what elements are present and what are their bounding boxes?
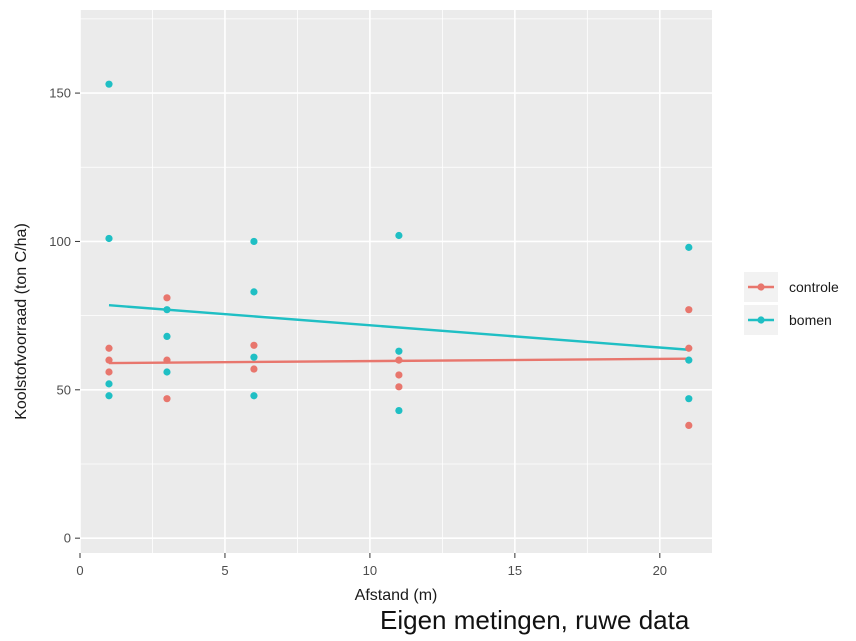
y-axis-ticks: 0 50 100 150 [49,86,80,546]
legend-label-bomen: bomen [789,312,832,328]
controle-point [105,368,113,376]
controle-point [395,371,403,379]
controle-point [685,344,693,352]
bomen-point [395,231,403,240]
x-axis-ticks: 0 5 10 15 20 [76,553,667,578]
bomen-point [395,347,403,355]
y-axis-title: Koolstofvoorraad (ton C/ha) [13,223,30,420]
x-tick-label: 5 [221,563,228,578]
plot-panel [80,10,712,553]
controle-point [250,341,258,349]
controle-point [105,356,113,364]
bomen-point [250,237,258,246]
controle-point [105,344,113,352]
y-tick-label: 0 [64,531,71,546]
x-tick-label: 15 [508,563,522,578]
bomen-point [105,234,113,243]
x-tick-label: 0 [76,563,83,578]
bomen-point [685,356,693,364]
figure-caption: Eigen metingen, ruwe data [380,605,690,635]
bomen-point [250,353,258,361]
bomen-point [685,243,693,251]
bomen-point [105,380,113,388]
bomen-point [250,392,258,400]
major-grid [79,10,712,553]
bomen-point [163,368,171,376]
legend: controle bomen [744,272,839,335]
bomen-point [250,288,258,296]
x-tick-label: 20 [653,563,667,578]
controle-point [163,395,171,403]
y-tick-label: 50 [57,382,71,397]
bomen-point [163,306,171,314]
y-tick-label: 150 [49,86,71,101]
bomen-point [163,332,171,340]
bomen-point [685,395,693,403]
minor-grid [80,10,712,553]
controle-point [685,306,693,314]
bomen-point [105,80,113,88]
legend-key-point [757,316,765,324]
bomen-point [395,406,403,415]
x-tick-label: 10 [363,563,377,578]
bomen-trend-line [108,304,689,351]
legend-label-controle: controle [789,279,839,295]
controle-point [163,294,171,302]
bomen-point [105,392,113,400]
controle-point [685,421,693,430]
controle-point [395,383,403,391]
y-tick-label: 100 [49,234,71,249]
x-axis-title: Afstand (m) [355,587,438,604]
legend-key-point [757,283,765,291]
data-points [105,80,693,430]
controle-point [163,356,171,364]
controle-point [395,356,403,364]
controle-point [250,365,258,373]
